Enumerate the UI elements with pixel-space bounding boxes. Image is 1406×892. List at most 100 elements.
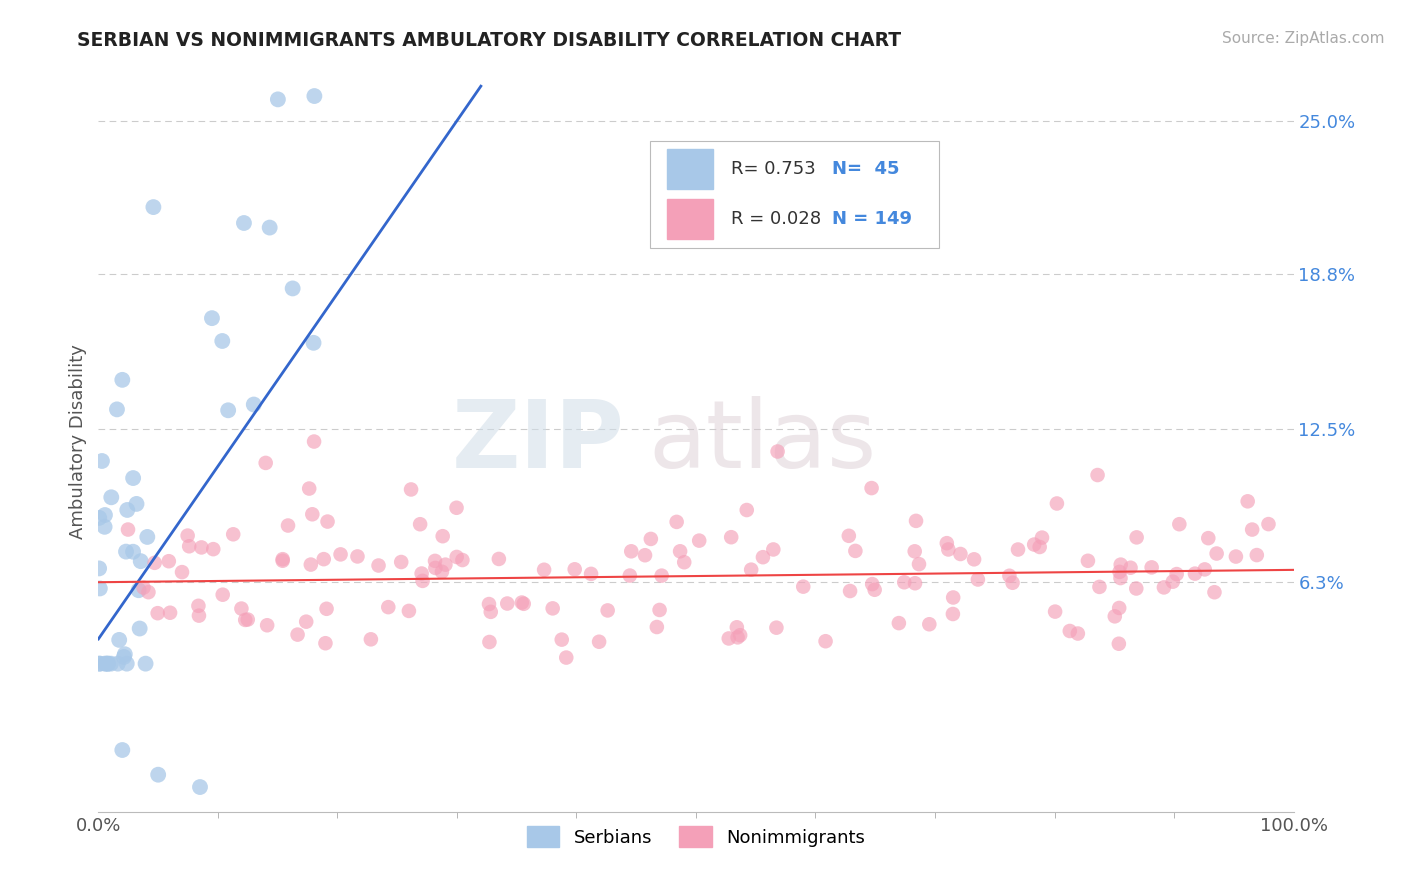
Point xyxy=(138,585,160,599)
Point xyxy=(94,657,117,671)
Point xyxy=(645,620,668,634)
Point xyxy=(411,566,433,581)
Point xyxy=(316,515,339,529)
Point xyxy=(423,554,446,568)
Point xyxy=(222,527,245,541)
Point xyxy=(651,568,673,582)
Point xyxy=(425,561,447,575)
Point xyxy=(893,575,915,590)
Y-axis label: Ambulatory Disability: Ambulatory Disability xyxy=(69,344,87,539)
Point xyxy=(1007,542,1029,557)
Point xyxy=(478,635,501,649)
Point xyxy=(496,597,519,611)
Point xyxy=(211,588,233,602)
Point xyxy=(949,547,972,561)
Point xyxy=(1257,517,1279,532)
Point xyxy=(188,780,211,794)
Point xyxy=(488,552,510,566)
Point xyxy=(202,542,225,557)
Point xyxy=(236,613,259,627)
Point xyxy=(1246,548,1268,562)
Point xyxy=(1087,468,1109,483)
Point xyxy=(863,582,886,597)
Point xyxy=(579,566,602,581)
Point xyxy=(1046,496,1069,510)
Point xyxy=(125,497,148,511)
Point xyxy=(1043,605,1066,619)
Point xyxy=(315,602,337,616)
Point xyxy=(190,541,212,555)
Point xyxy=(114,647,136,661)
Point xyxy=(792,580,814,594)
Point xyxy=(936,542,959,557)
Point xyxy=(243,398,266,412)
Text: Source: ZipAtlas.com: Source: ZipAtlas.com xyxy=(1222,31,1385,46)
Bar xyxy=(666,199,713,239)
Point xyxy=(298,482,321,496)
Point xyxy=(367,558,389,573)
Point xyxy=(287,627,309,641)
Legend: Serbians, Nonimmigrants: Serbians, Nonimmigrants xyxy=(520,819,872,855)
Point xyxy=(1225,549,1247,564)
Point xyxy=(1140,560,1163,574)
Point xyxy=(1108,565,1130,579)
Point xyxy=(688,533,710,548)
Point xyxy=(838,529,860,543)
Point xyxy=(904,576,927,591)
Point xyxy=(159,606,181,620)
Point xyxy=(409,517,432,532)
Point xyxy=(533,563,555,577)
Point xyxy=(377,600,399,615)
Point xyxy=(860,481,883,495)
Point xyxy=(128,583,150,598)
Text: R= 0.753: R= 0.753 xyxy=(731,160,815,178)
Point xyxy=(117,503,139,517)
Point xyxy=(669,544,692,558)
Point xyxy=(231,601,253,615)
Point xyxy=(512,597,534,611)
Point xyxy=(434,558,457,572)
Point xyxy=(451,553,474,567)
Point xyxy=(233,216,256,230)
Point xyxy=(111,743,134,757)
Point xyxy=(304,89,326,103)
Point xyxy=(157,554,180,568)
Point xyxy=(256,618,278,632)
Point xyxy=(217,403,239,417)
Point xyxy=(302,335,325,350)
Point xyxy=(860,577,883,591)
Point xyxy=(1059,624,1081,638)
Point xyxy=(432,529,454,543)
Point xyxy=(1161,574,1184,589)
Point xyxy=(1067,626,1090,640)
Point xyxy=(96,657,118,671)
Point xyxy=(844,544,866,558)
Point xyxy=(752,550,775,565)
Point xyxy=(122,545,145,559)
Point xyxy=(551,632,574,647)
Point xyxy=(129,554,152,568)
Text: SERBIAN VS NONIMMIGRANTS AMBULATORY DISABILITY CORRELATION CHART: SERBIAN VS NONIMMIGRANTS AMBULATORY DISA… xyxy=(77,31,901,50)
Point xyxy=(132,581,155,595)
Point xyxy=(135,657,157,671)
Point xyxy=(201,311,224,326)
Point xyxy=(814,634,837,648)
Point xyxy=(673,555,696,569)
Point xyxy=(1001,575,1024,590)
Point xyxy=(725,620,748,634)
Point xyxy=(935,536,957,550)
Point xyxy=(727,631,749,645)
Point xyxy=(100,657,122,671)
Point xyxy=(555,650,578,665)
Point xyxy=(346,549,368,564)
Point xyxy=(478,597,501,611)
Point xyxy=(399,483,422,497)
Point xyxy=(89,511,111,525)
Point xyxy=(1153,581,1175,595)
Point xyxy=(179,539,201,553)
Point xyxy=(271,554,294,568)
Point xyxy=(89,657,111,671)
Point xyxy=(122,471,145,485)
Point xyxy=(142,200,165,214)
Point xyxy=(1031,531,1053,545)
